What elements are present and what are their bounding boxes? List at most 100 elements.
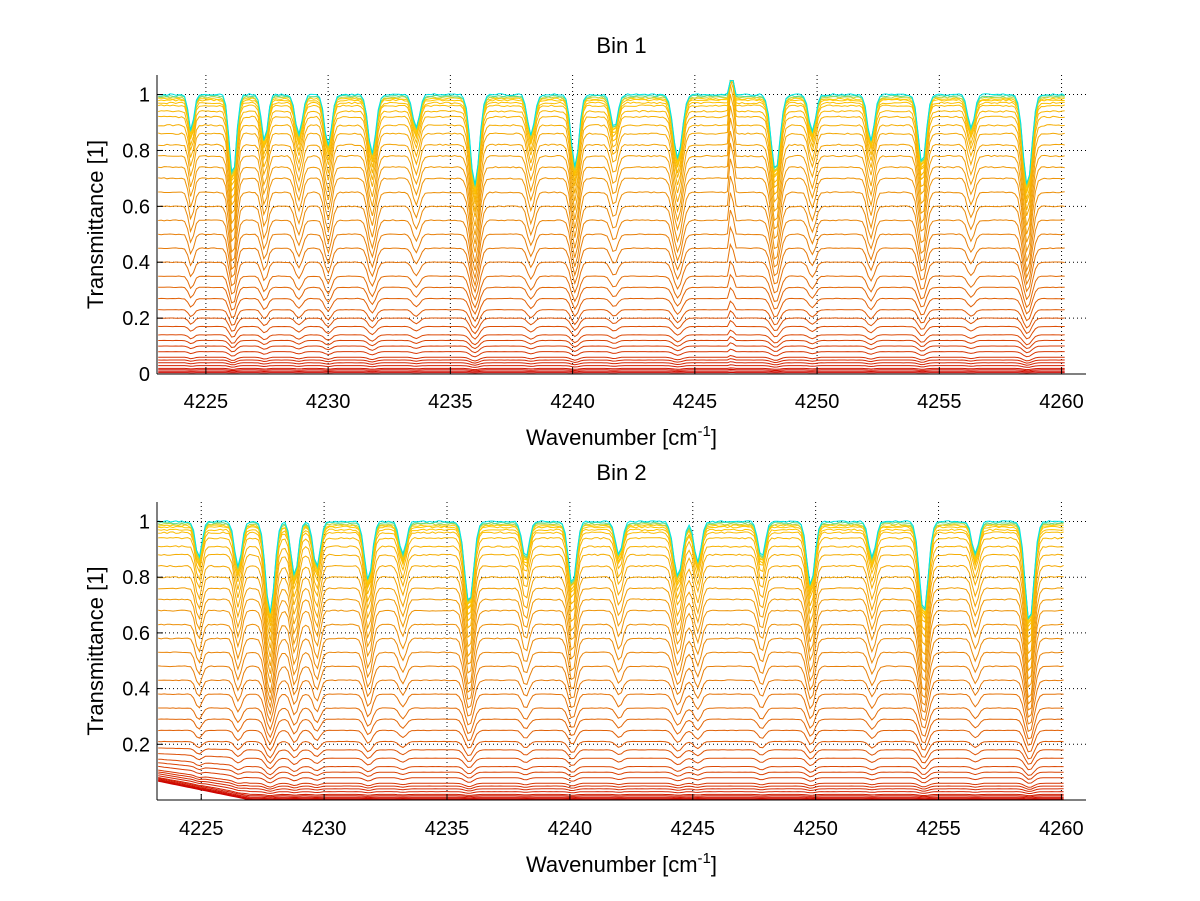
series-line [158,598,1064,681]
x-tick-label: 4240 [548,818,593,840]
x-tick-label: 4250 [795,391,840,413]
series-line [158,587,1064,672]
y-axis-label: Transmittance [1] [83,566,108,735]
series-line [158,225,1065,294]
series-line [158,769,1064,788]
x-tick-label: 4225 [179,818,224,840]
x-tick-label: 4235 [428,391,473,413]
series-line [158,361,1065,366]
series-line [158,693,1064,733]
x-tick-label: 4235 [425,818,470,840]
x-tick-label: 4255 [917,391,962,413]
series-line [158,521,1064,621]
series-line [158,553,1064,646]
series-line [158,367,1065,371]
series-line [158,775,1064,794]
series-line [158,319,1065,340]
series-line [158,609,1064,689]
x-tick-label: 4230 [306,391,351,413]
x-tick-label: 4260 [1039,818,1084,840]
series-line [158,771,1064,790]
series-line [158,520,1064,620]
series-line [158,531,1064,628]
series-line [158,93,1065,218]
x-tick-label: 4260 [1039,391,1084,413]
series-line [158,707,1064,740]
series-line [158,192,1065,280]
y-tick-label: 0.2 [122,734,150,756]
series-line [158,329,1065,346]
chart-panel-2: 4225 4230 4235 4240 4245 4250 4255 4260 0.2 0.4 0.… [83,460,1086,877]
series-line [158,358,1065,364]
x-tick-label: 4240 [550,391,595,413]
series-line [158,773,1064,792]
series-line [158,105,1065,227]
series-line [158,286,1065,323]
series-group [158,79,1065,375]
y-tick-label: 0.6 [122,623,150,645]
x-tick-label: 4245 [671,818,716,840]
series-line [158,368,1065,372]
series-line [158,158,1065,263]
series-line [158,354,1065,362]
series-line [158,545,1064,639]
y-tick-label: 0.8 [122,567,150,589]
chart-title: Bin 2 [596,460,646,485]
y-tick-label: 0.4 [122,252,150,274]
x-tick-label: 4225 [184,391,229,413]
series-line [158,130,1065,245]
series-line [158,260,1065,309]
series-line [158,335,1065,350]
series-line [158,242,1065,302]
series-line [158,175,1065,273]
series-line [158,342,1065,354]
series-line [158,528,1064,626]
series-line [158,779,1064,800]
series-line [158,765,1064,784]
series-line [158,364,1065,368]
series-line [158,665,1064,719]
series-line [158,536,1064,632]
y-tick-label: 1 [139,511,150,533]
y-tick-label: 0.4 [122,679,150,701]
series-line [158,564,1064,655]
y-tick-label: 0 [139,364,150,386]
y-tick-label: 0.2 [122,308,150,330]
series-line [158,273,1065,316]
series-line [158,80,1065,205]
x-tick-label: 4250 [793,818,838,840]
x-tick-label: 4230 [302,818,347,840]
series-line [158,753,1064,771]
series-line [158,718,1064,746]
series-line [158,370,1065,373]
x-axis-label: Wavenumber [cm-1] [526,850,717,877]
series-line [158,729,1064,753]
chart-title: Bin 1 [596,33,646,58]
series-line [158,758,1064,776]
chart-panel-1: 4225 4230 4235 4240 4245 4250 4255 4260 0 0.2 0.4 0… [83,33,1086,450]
series-line [158,777,1064,798]
series-line [158,780,1064,800]
series-line [158,637,1064,705]
series-line [158,209,1065,288]
y-tick-label: 1 [139,85,150,107]
y-tick-label: 0.6 [122,196,150,218]
series-line [158,623,1064,699]
series-line [158,747,1064,765]
series-line [158,79,1065,200]
x-tick-label: 4245 [673,391,718,413]
x-axis-label: Wavenumber [cm-1] [526,423,717,450]
series-line [158,117,1065,236]
series-line [158,679,1064,725]
series-group [158,520,1064,801]
series-line [158,80,1065,185]
series-line [158,80,1065,195]
series-line [158,778,1064,799]
series-line [158,777,1064,797]
y-axis-label: Transmittance [1] [83,140,108,309]
series-line [158,575,1064,664]
series-line [158,300,1065,329]
y-tick-label: 0.8 [122,140,150,162]
series-line [158,762,1064,780]
